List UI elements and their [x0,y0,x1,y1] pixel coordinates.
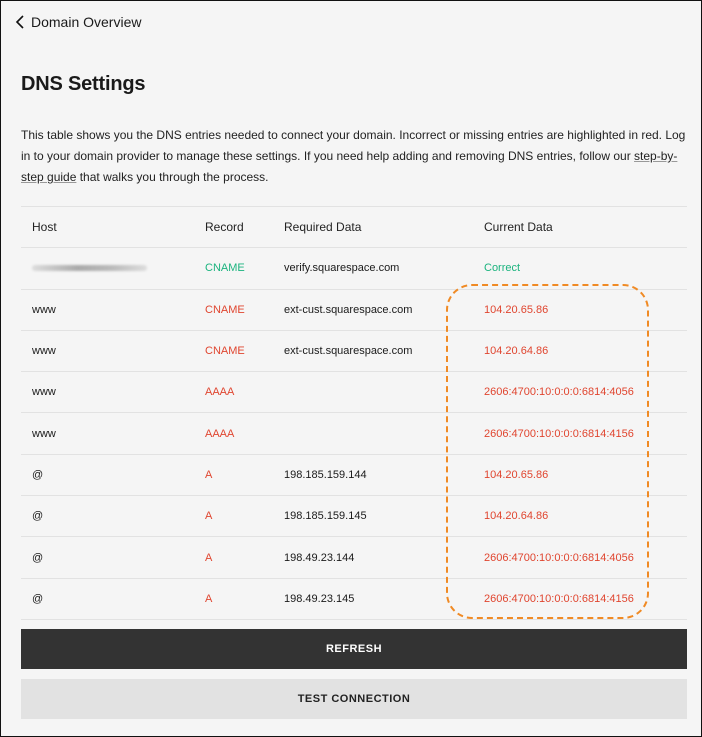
guide-link[interactable]: step-by-step guide [21,149,678,184]
header-required: Required Data [284,220,362,235]
redacted-host [32,265,147,272]
required-cell: verify.squarespace.com [284,262,400,275]
record-cell: CNAME [205,345,245,358]
host-cell: www [32,345,56,358]
record-cell: A [205,592,213,605]
table-row: @ A 198.49.23.144 2606:4700:10:0:0:0:681… [21,537,687,579]
table-row: CNAME verify.squarespace.com Correct [21,248,687,290]
header-current: Current Data [484,220,553,235]
host-cell: www [32,386,56,399]
record-cell: AAAA [205,386,235,399]
current-cell: 104.20.65.86 [484,303,549,316]
host-cell: @ [32,551,44,564]
description-text-end: that walks you through the process. [76,170,269,184]
test-connection-button[interactable]: TEST CONNECTION [21,679,687,719]
table-row: www CNAME ext-cust.squarespace.com 104.2… [21,290,687,331]
description: This table shows you the DNS entries nee… [21,125,691,188]
current-cell: Correct [484,262,521,275]
record-cell: A [205,551,213,564]
host-cell: www [32,303,56,316]
description-text: This table shows you the DNS entries nee… [21,128,686,163]
back-label: Domain Overview [31,14,142,30]
table-row: www AAAA 2606:4700:10:0:0:0:6814:4156 [21,413,687,455]
refresh-button[interactable]: REFRESH [21,629,687,669]
required-cell: 198.49.23.145 [284,592,355,605]
table-row: @ A 198.185.159.145 104.20.64.86 [21,496,687,538]
host-cell: www [32,427,56,440]
back-link[interactable]: Domain Overview [15,14,141,30]
record-cell: A [205,468,213,481]
required-cell: ext-cust.squarespace.com [284,303,413,316]
current-cell: 2606:4700:10:0:0:0:6814:4056 [484,386,634,399]
header-record: Record [205,220,244,235]
record-cell: A [205,510,213,523]
required-cell: 198.185.159.145 [284,510,367,523]
table-row: www CNAME ext-cust.squarespace.com 104.2… [21,331,687,373]
record-cell: CNAME [205,303,245,316]
current-cell: 104.20.65.86 [484,468,549,481]
table-row: www AAAA 2606:4700:10:0:0:0:6814:4056 [21,372,687,414]
table-header: Host Record Required Data Current Data [21,207,687,249]
current-cell: 2606:4700:10:0:0:0:6814:4056 [484,551,634,564]
current-cell: 2606:4700:10:0:0:0:6814:4156 [484,427,634,440]
dns-table: Host Record Required Data Current Data C… [21,206,687,620]
page-title: DNS Settings [21,73,146,95]
table-row: @ A 198.49.23.145 2606:4700:10:0:0:0:681… [21,579,687,620]
header-host: Host [32,220,57,235]
record-cell: AAAA [205,427,235,440]
required-cell: 198.185.159.144 [284,468,367,481]
required-cell: ext-cust.squarespace.com [284,345,413,358]
record-cell: CNAME [205,262,245,275]
host-cell [32,262,147,274]
current-cell: 104.20.64.86 [484,510,549,523]
host-cell: @ [32,510,44,523]
current-cell: 104.20.64.86 [484,345,549,358]
host-cell: @ [32,468,44,481]
current-cell: 2606:4700:10:0:0:0:6814:4156 [484,592,634,605]
chevron-left-icon [15,15,24,29]
table-row: @ A 198.185.159.144 104.20.65.86 [21,455,687,497]
host-cell: @ [32,592,44,605]
required-cell: 198.49.23.144 [284,551,355,564]
